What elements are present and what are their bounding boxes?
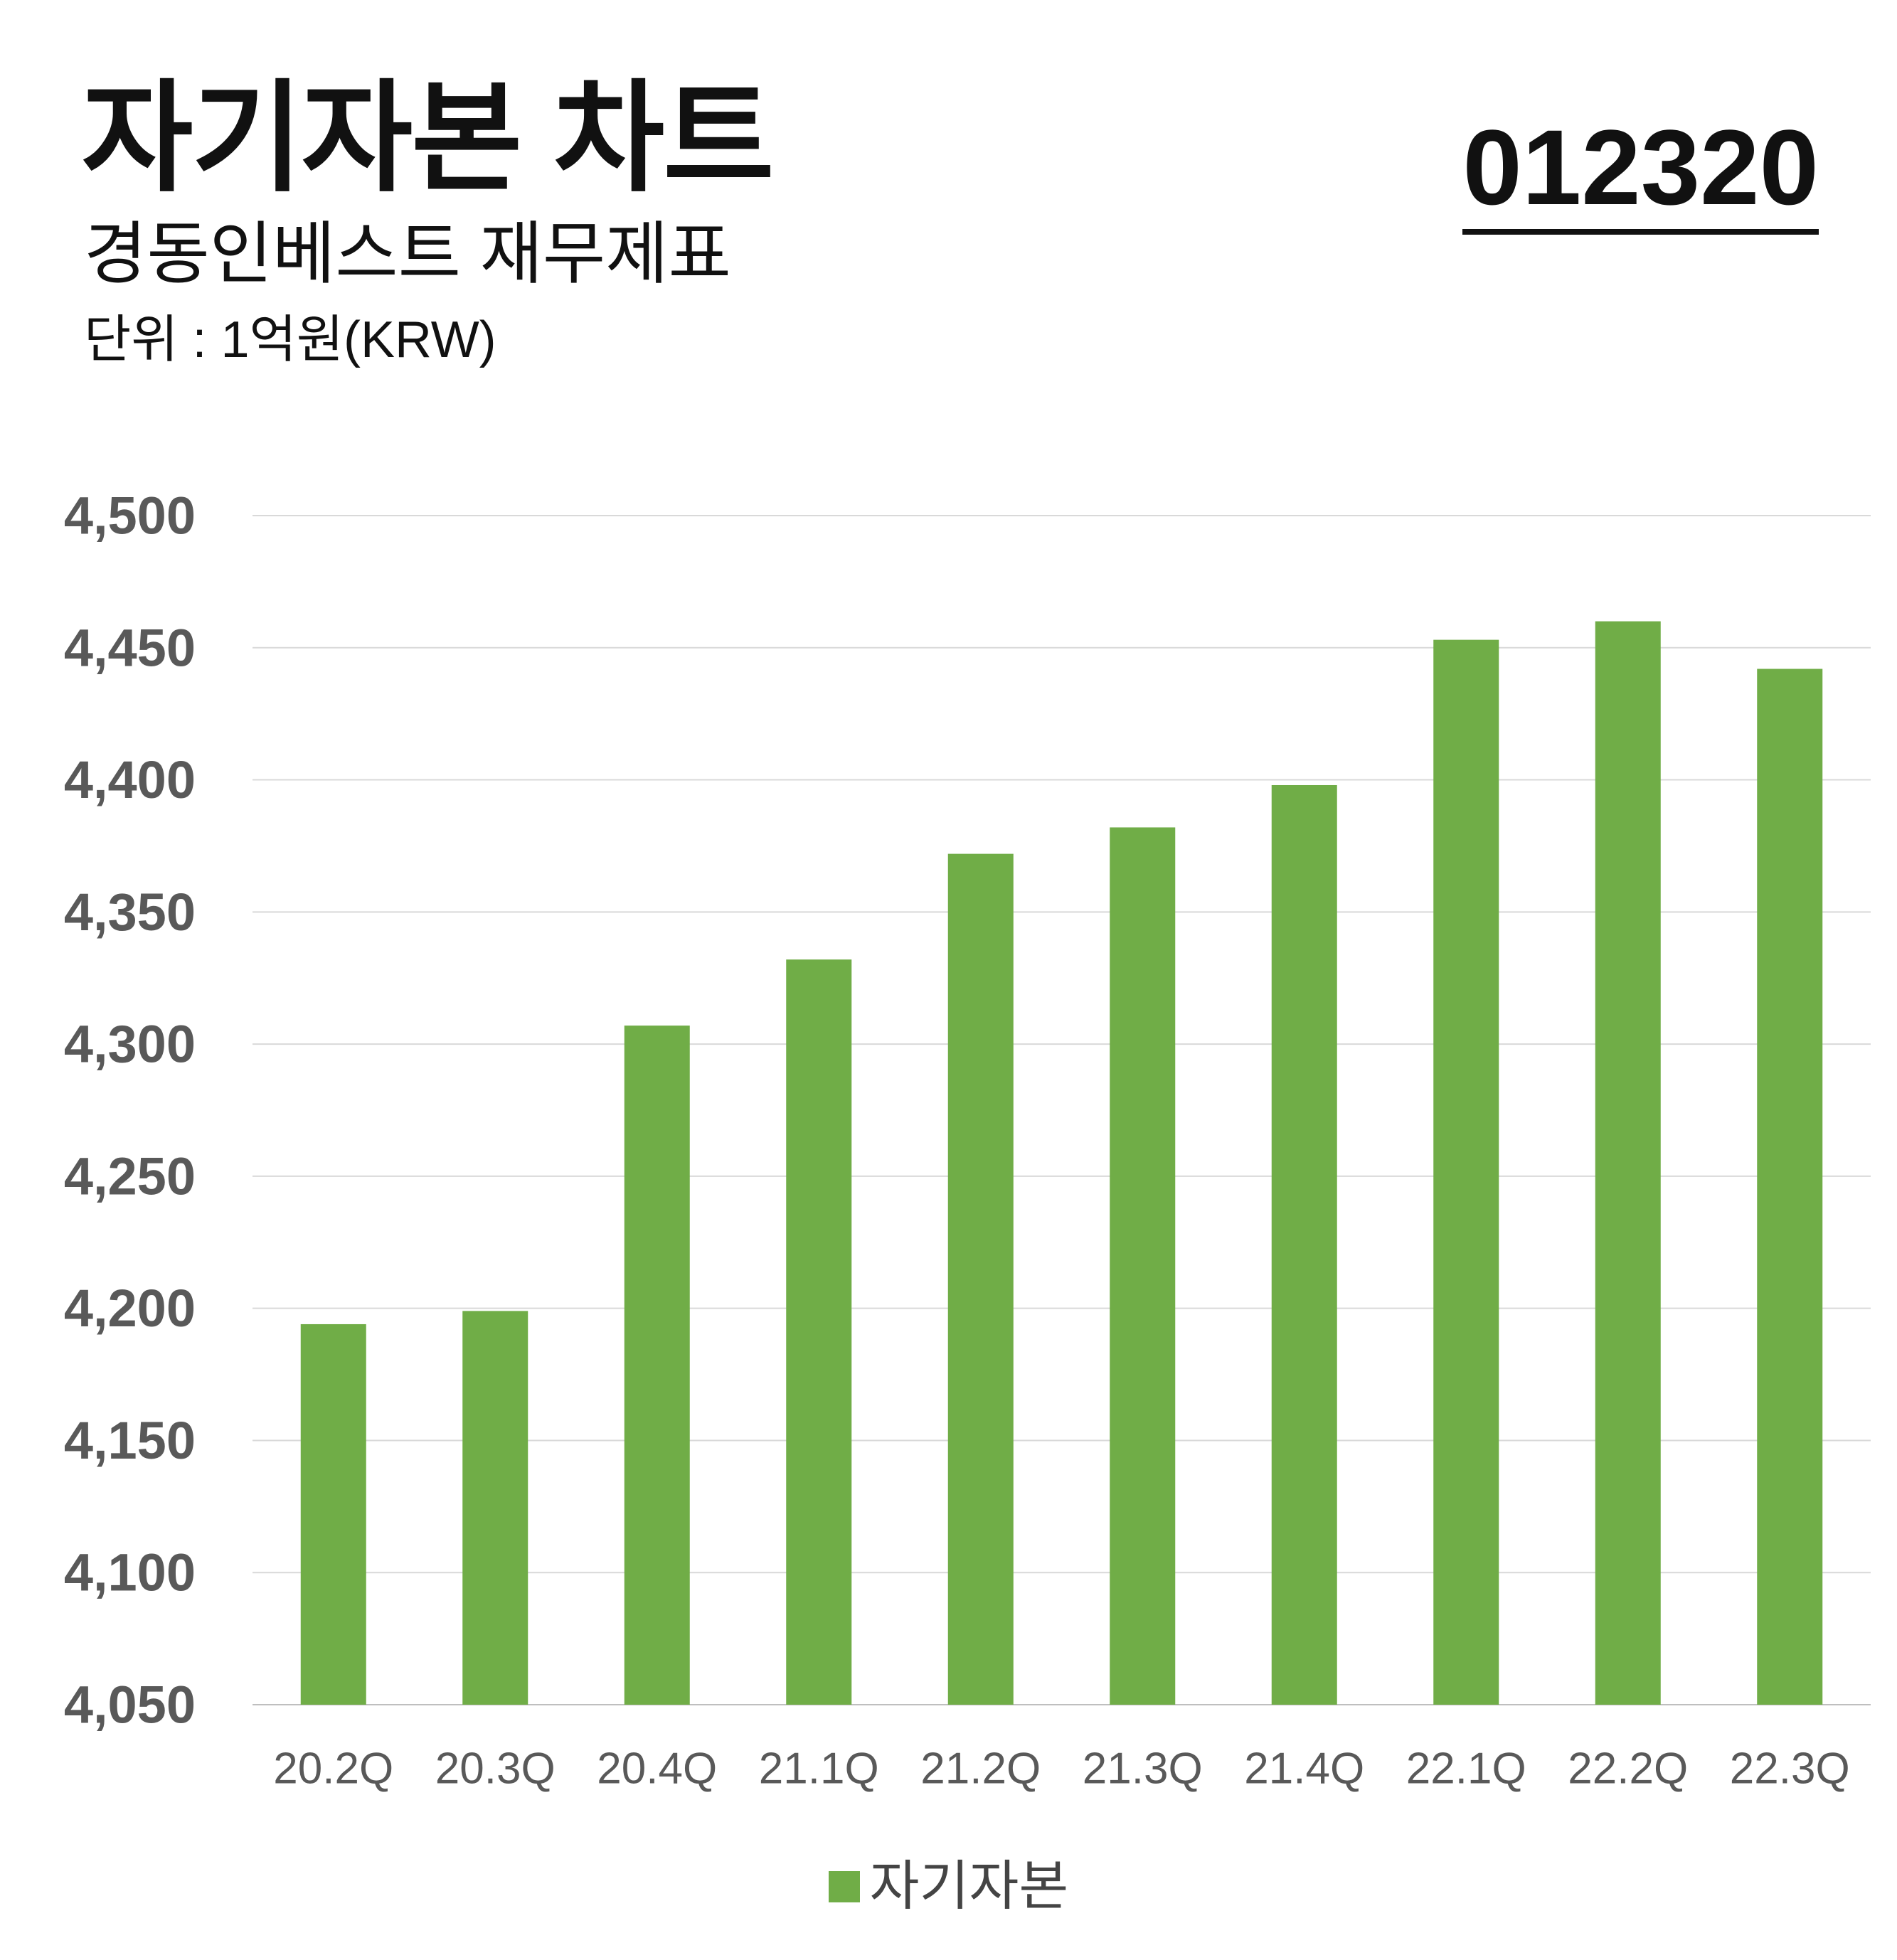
legend-label: 자기자본 (869, 1856, 1069, 1917)
y-tick-label: 4,300 (64, 1015, 196, 1074)
y-tick-label: 4,250 (64, 1146, 196, 1205)
y-tick-label: 4,100 (64, 1543, 196, 1602)
x-tick-label: 22.3Q (1730, 1745, 1850, 1794)
x-tick-label: 20.4Q (597, 1745, 717, 1794)
x-tick-label: 22.2Q (1568, 1745, 1688, 1794)
y-tick-label: 4,400 (64, 750, 196, 809)
bar (786, 959, 852, 1705)
bar (300, 1323, 366, 1705)
bar (947, 853, 1014, 1705)
y-tick-label: 4,150 (64, 1411, 196, 1470)
y-tick-label: 4,050 (64, 1676, 196, 1735)
chart-title: 자기자본 차트 (82, 71, 775, 206)
x-tick-label: 20.3Q (435, 1745, 556, 1794)
chart-subtitle: 경동인베스트 재무제표 (84, 216, 731, 292)
x-tick-label: 21.3Q (1083, 1745, 1203, 1794)
y-tick-label: 4,350 (64, 883, 196, 942)
bar (1433, 639, 1499, 1705)
x-tick-label: 21.2Q (920, 1745, 1041, 1794)
y-tick-label: 4,450 (64, 618, 196, 677)
bar (624, 1026, 690, 1705)
x-tick-label: 20.2Q (273, 1745, 393, 1794)
x-tick-label: 21.4Q (1244, 1745, 1364, 1794)
bar (1595, 621, 1661, 1705)
bar (1110, 827, 1176, 1705)
unit-label: 단위 : 1억원(KRW) (84, 311, 496, 368)
y-tick-label: 4,500 (64, 486, 196, 545)
bar (1271, 784, 1337, 1705)
bar (462, 1311, 528, 1705)
legend-swatch (828, 1871, 860, 1902)
x-tick-label: 21.1Q (759, 1745, 879, 1794)
legend: 자기자본 (0, 1860, 1897, 1914)
stock-code: 012320 (1462, 114, 1819, 235)
y-tick-label: 4,200 (64, 1279, 196, 1338)
x-tick-label: 22.1Q (1406, 1745, 1526, 1794)
bar (1757, 669, 1823, 1705)
